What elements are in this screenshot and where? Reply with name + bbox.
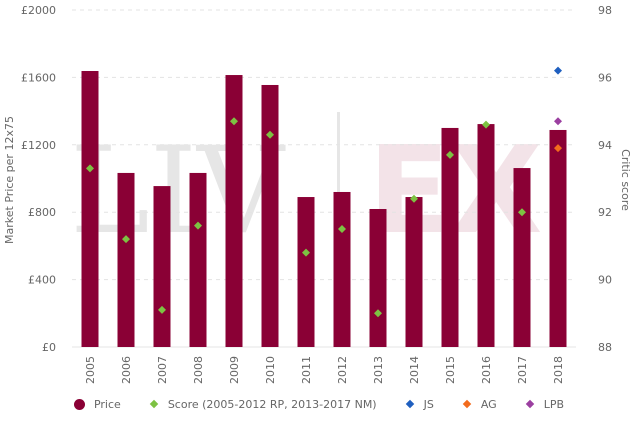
price-bars [81, 70, 567, 348]
score-point-score-2006[interactable] [122, 235, 130, 244]
price-bar-2010[interactable] [261, 84, 279, 348]
legend-item-ag[interactable]: AG [462, 398, 497, 411]
left-tick-label: £800 [28, 206, 56, 219]
score-point-score-2015[interactable] [446, 150, 454, 159]
price-bar-2009[interactable] [225, 75, 243, 347]
price-bar-2013[interactable] [369, 208, 387, 347]
x-tick-label: 2011 [300, 356, 313, 384]
legend-label: LPB [543, 397, 565, 411]
x-tick-label: 2009 [228, 356, 241, 384]
price-bar-2014[interactable] [405, 197, 423, 347]
x-tick-label: 2017 [516, 356, 529, 384]
score-point-score-2007[interactable] [158, 305, 166, 314]
x-tick-label: 2018 [552, 356, 565, 384]
score-point-lpb-2018[interactable] [554, 117, 562, 126]
x-axis: 2005 2006 2007 2008 2009 2010 2011 2012 2013 2014… [84, 356, 565, 384]
price-bar-2012[interactable] [333, 191, 351, 347]
left-axis-title: Market Price per 12x75 [3, 116, 16, 244]
diamond-marker-icon [149, 399, 159, 409]
left-tick-label: £400 [28, 274, 56, 287]
legend-label: Price [93, 397, 121, 411]
price-bar-2017[interactable] [513, 168, 531, 347]
score-point-score-2005[interactable] [86, 164, 94, 173]
price-bar-2016[interactable] [477, 124, 495, 348]
right-tick-label: 96 [598, 71, 612, 84]
right-tick-label: 90 [598, 274, 612, 287]
x-tick-label: 2016 [480, 356, 493, 384]
score-point-ag-2018[interactable] [554, 144, 562, 153]
legend-item-lpb[interactable]: LPB [525, 398, 564, 411]
circle-marker-icon [73, 398, 85, 410]
diamond-marker-icon [462, 399, 472, 409]
right-tick-label: 88 [598, 341, 612, 354]
price-bar-2008[interactable] [189, 172, 207, 347]
diamond-marker-icon [405, 399, 414, 409]
score-point-score-2017[interactable] [518, 208, 526, 217]
right-tick-label: 94 [598, 139, 612, 152]
right-axis: 88 90 92 94 96 98 [598, 4, 612, 354]
x-tick-label: 2014 [408, 356, 421, 384]
x-tick-label: 2005 [84, 356, 97, 384]
score-point-score-2012[interactable] [338, 225, 346, 234]
score-point-score-2016[interactable] [482, 120, 490, 129]
score-point-score-2009[interactable] [230, 117, 238, 126]
x-tick-label: 2006 [120, 356, 133, 384]
right-axis-title: Critic score [619, 149, 632, 211]
watermark-divider [337, 112, 340, 237]
legend-label: JS [423, 397, 434, 411]
legend-label: Score (2005-2012 RP, 2013-2017 NM) [167, 397, 377, 411]
legend-item-price[interactable]: Price [73, 397, 121, 411]
score-point-js-2018[interactable] [554, 66, 562, 75]
x-tick-label: 2008 [192, 356, 205, 384]
x-tick-label: 2007 [156, 356, 169, 384]
watermark-liv: LIV [70, 122, 286, 261]
left-tick-label: £0 [42, 341, 56, 354]
x-tick-label: 2015 [444, 356, 457, 384]
score-point-score-2013[interactable] [374, 309, 382, 318]
price-bar-2011[interactable] [297, 197, 315, 347]
diamond-marker-icon [525, 399, 534, 409]
price-bar-2006[interactable] [117, 172, 135, 347]
price-bar-2015[interactable] [441, 127, 459, 347]
score-point-score-2010[interactable] [266, 130, 274, 139]
left-tick-label: £2000 [21, 4, 56, 17]
price-bar-2018[interactable] [549, 129, 567, 347]
score-point-score-2014[interactable] [410, 194, 418, 203]
right-tick-label: 98 [598, 4, 612, 17]
legend-item-js[interactable]: JS [405, 398, 434, 411]
x-tick-label: 2012 [336, 356, 349, 384]
right-tick-label: 92 [598, 206, 612, 219]
price-bar-2007[interactable] [153, 186, 171, 347]
x-tick-label: 2010 [264, 356, 277, 384]
left-tick-label: £1600 [21, 71, 56, 84]
legend-label: AG [480, 397, 497, 411]
left-tick-label: £1200 [21, 139, 56, 152]
score-points [86, 66, 562, 318]
legend-item-score[interactable]: Score (2005-2012 RP, 2013-2017 NM) [149, 398, 377, 411]
chart-legend: Price Score (2005-2012 RP, 2013-2017 NM) J… [0, 394, 638, 414]
left-axis: £0 £400 £800 £1200 £1600 £2000 [21, 4, 56, 354]
price-bar-2005[interactable] [81, 70, 99, 347]
score-point-score-2011[interactable] [302, 248, 310, 257]
score-point-score-2008[interactable] [194, 221, 202, 230]
x-tick-label: 2013 [372, 356, 385, 384]
